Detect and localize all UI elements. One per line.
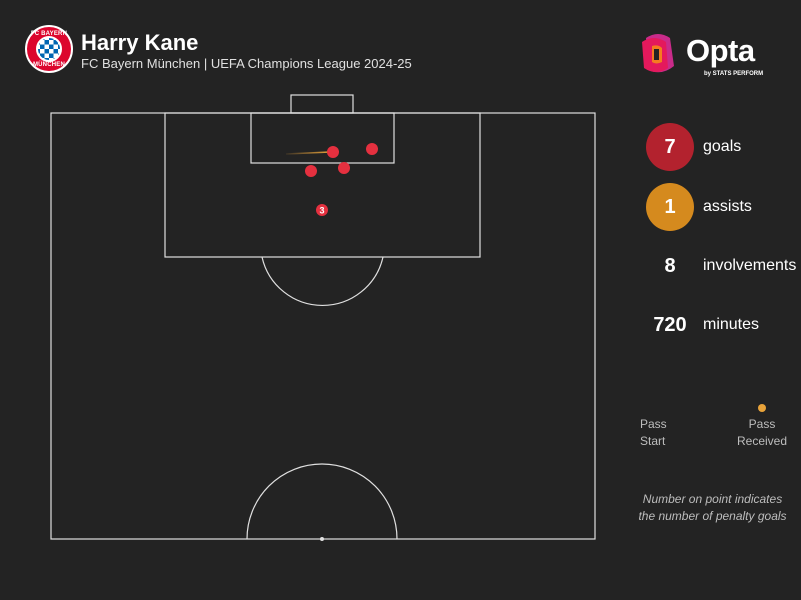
assist-pass-line — [285, 151, 331, 155]
involvements-label: involvements — [703, 257, 797, 274]
penalty-goal-count: 3 — [319, 206, 324, 216]
minutes-label: minutes — [703, 316, 760, 333]
penalty-area — [164, 112, 481, 258]
legend-pass-start-line2: Start — [640, 434, 666, 448]
subtitle: FC Bayern München | UEFA Champions Leagu… — [81, 56, 412, 71]
crest-bottom-text: MÜNCHEN — [32, 62, 66, 68]
stat-assists: 1 assists — [646, 182, 801, 232]
six-yard-box — [250, 112, 395, 164]
opta-tagline: by STATS PERFORM — [704, 71, 764, 77]
assists-label: assists — [703, 198, 752, 215]
player-name: Harry Kane — [81, 30, 199, 55]
penalty-arc — [261, 256, 384, 307]
goals-value: 7 — [646, 123, 694, 171]
goal-point — [338, 162, 350, 174]
goals-label: goals — [703, 138, 742, 155]
pass-legend-line — [652, 404, 766, 412]
penalty-goal-point — [316, 204, 328, 216]
legend-pass-received-line1: Pass — [748, 417, 776, 431]
opta-logo-icon — [642, 34, 674, 73]
stat-involvements: 8 involvements — [646, 241, 801, 291]
pitch-outline — [50, 112, 596, 540]
legend-pass-start: Pass Start — [640, 416, 667, 450]
legend-pass-received: Pass Received — [736, 416, 788, 450]
centre-spot — [320, 537, 324, 541]
note-line2: the number of penalty goals — [638, 509, 787, 523]
assists-value: 1 — [646, 183, 694, 231]
goal-point — [366, 143, 378, 155]
goal-point — [305, 165, 317, 177]
involvements-value: 8 — [664, 254, 676, 277]
legend-pass-received-line2: Received — [736, 434, 788, 448]
goal — [290, 94, 354, 114]
penalty-note: Number on point indicates the number of … — [630, 491, 795, 525]
pass-legend-dot — [758, 404, 766, 412]
centre-circle — [246, 463, 398, 540]
crest-top-text: FC BAYERN — [30, 31, 68, 37]
minutes-value: 720 — [653, 313, 687, 336]
stat-minutes: 720 minutes — [646, 300, 801, 350]
note-line1: Number on point indicates — [642, 492, 783, 506]
opta-wordmark: Opta — [686, 33, 755, 68]
bayern-crest-icon — [36, 36, 62, 62]
goal-point — [327, 146, 339, 158]
club-crest: FC BAYERN MÜNCHEN — [25, 25, 73, 73]
legend-pass-start-line1: Pass — [640, 417, 667, 431]
stat-goals: 7 goals — [646, 122, 801, 172]
